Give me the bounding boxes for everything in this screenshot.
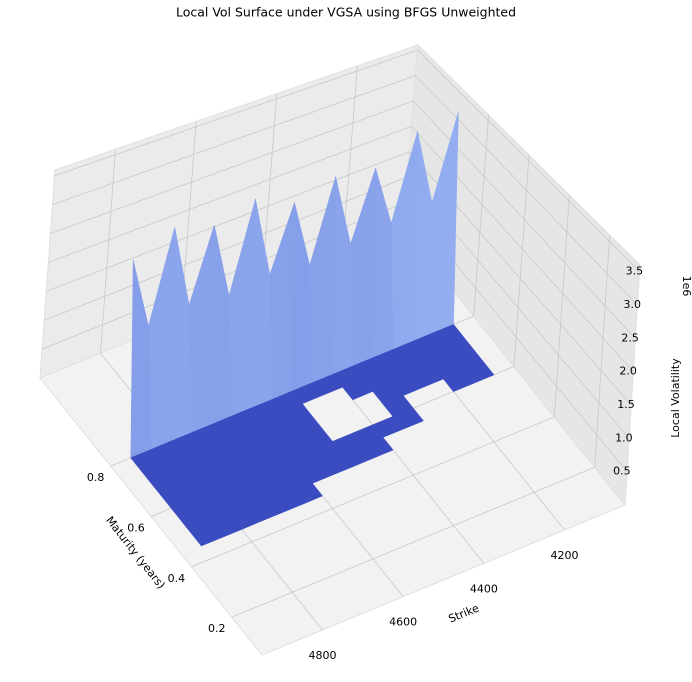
z-tick-label: 2.5 (621, 331, 639, 344)
z-tick-label: 1.0 (615, 431, 633, 444)
grid-line (415, 75, 638, 306)
z-tick-label: 2.0 (619, 365, 637, 378)
z-tick-label: 3.0 (624, 298, 642, 311)
x-tick-label: 0.2 (208, 622, 226, 635)
y-tick-label: 4400 (470, 582, 498, 595)
z-tick-label: 1.5 (617, 398, 635, 411)
grid-line (46, 151, 410, 292)
grid-line (50, 100, 414, 234)
z-tick-label: 0.5 (613, 465, 631, 478)
grid-line (54, 49, 418, 177)
grid-line (44, 176, 408, 321)
surface-face (191, 524, 222, 547)
chart-title: Local Vol Surface under VGSA using BFGS … (176, 5, 516, 20)
x-tick-label: 0.6 (127, 522, 145, 535)
y-axis-label: Strike (447, 602, 481, 626)
x-tick-label: 0.4 (168, 572, 186, 585)
y-tick-label: 4800 (309, 649, 337, 662)
x-tick-label: 0.8 (87, 471, 105, 484)
z-axis-label: Local Volatility (669, 358, 682, 438)
grid-line (52, 75, 416, 206)
right-wall-pane (402, 43, 641, 507)
grid-line (417, 49, 640, 272)
y-tick-label: 4200 (551, 549, 579, 562)
y-tick-label: 4600 (389, 616, 417, 629)
z-offset-label: 1e6 (680, 276, 692, 297)
z-tick-label: 3.5 (626, 265, 644, 278)
grid-line (48, 125, 412, 263)
